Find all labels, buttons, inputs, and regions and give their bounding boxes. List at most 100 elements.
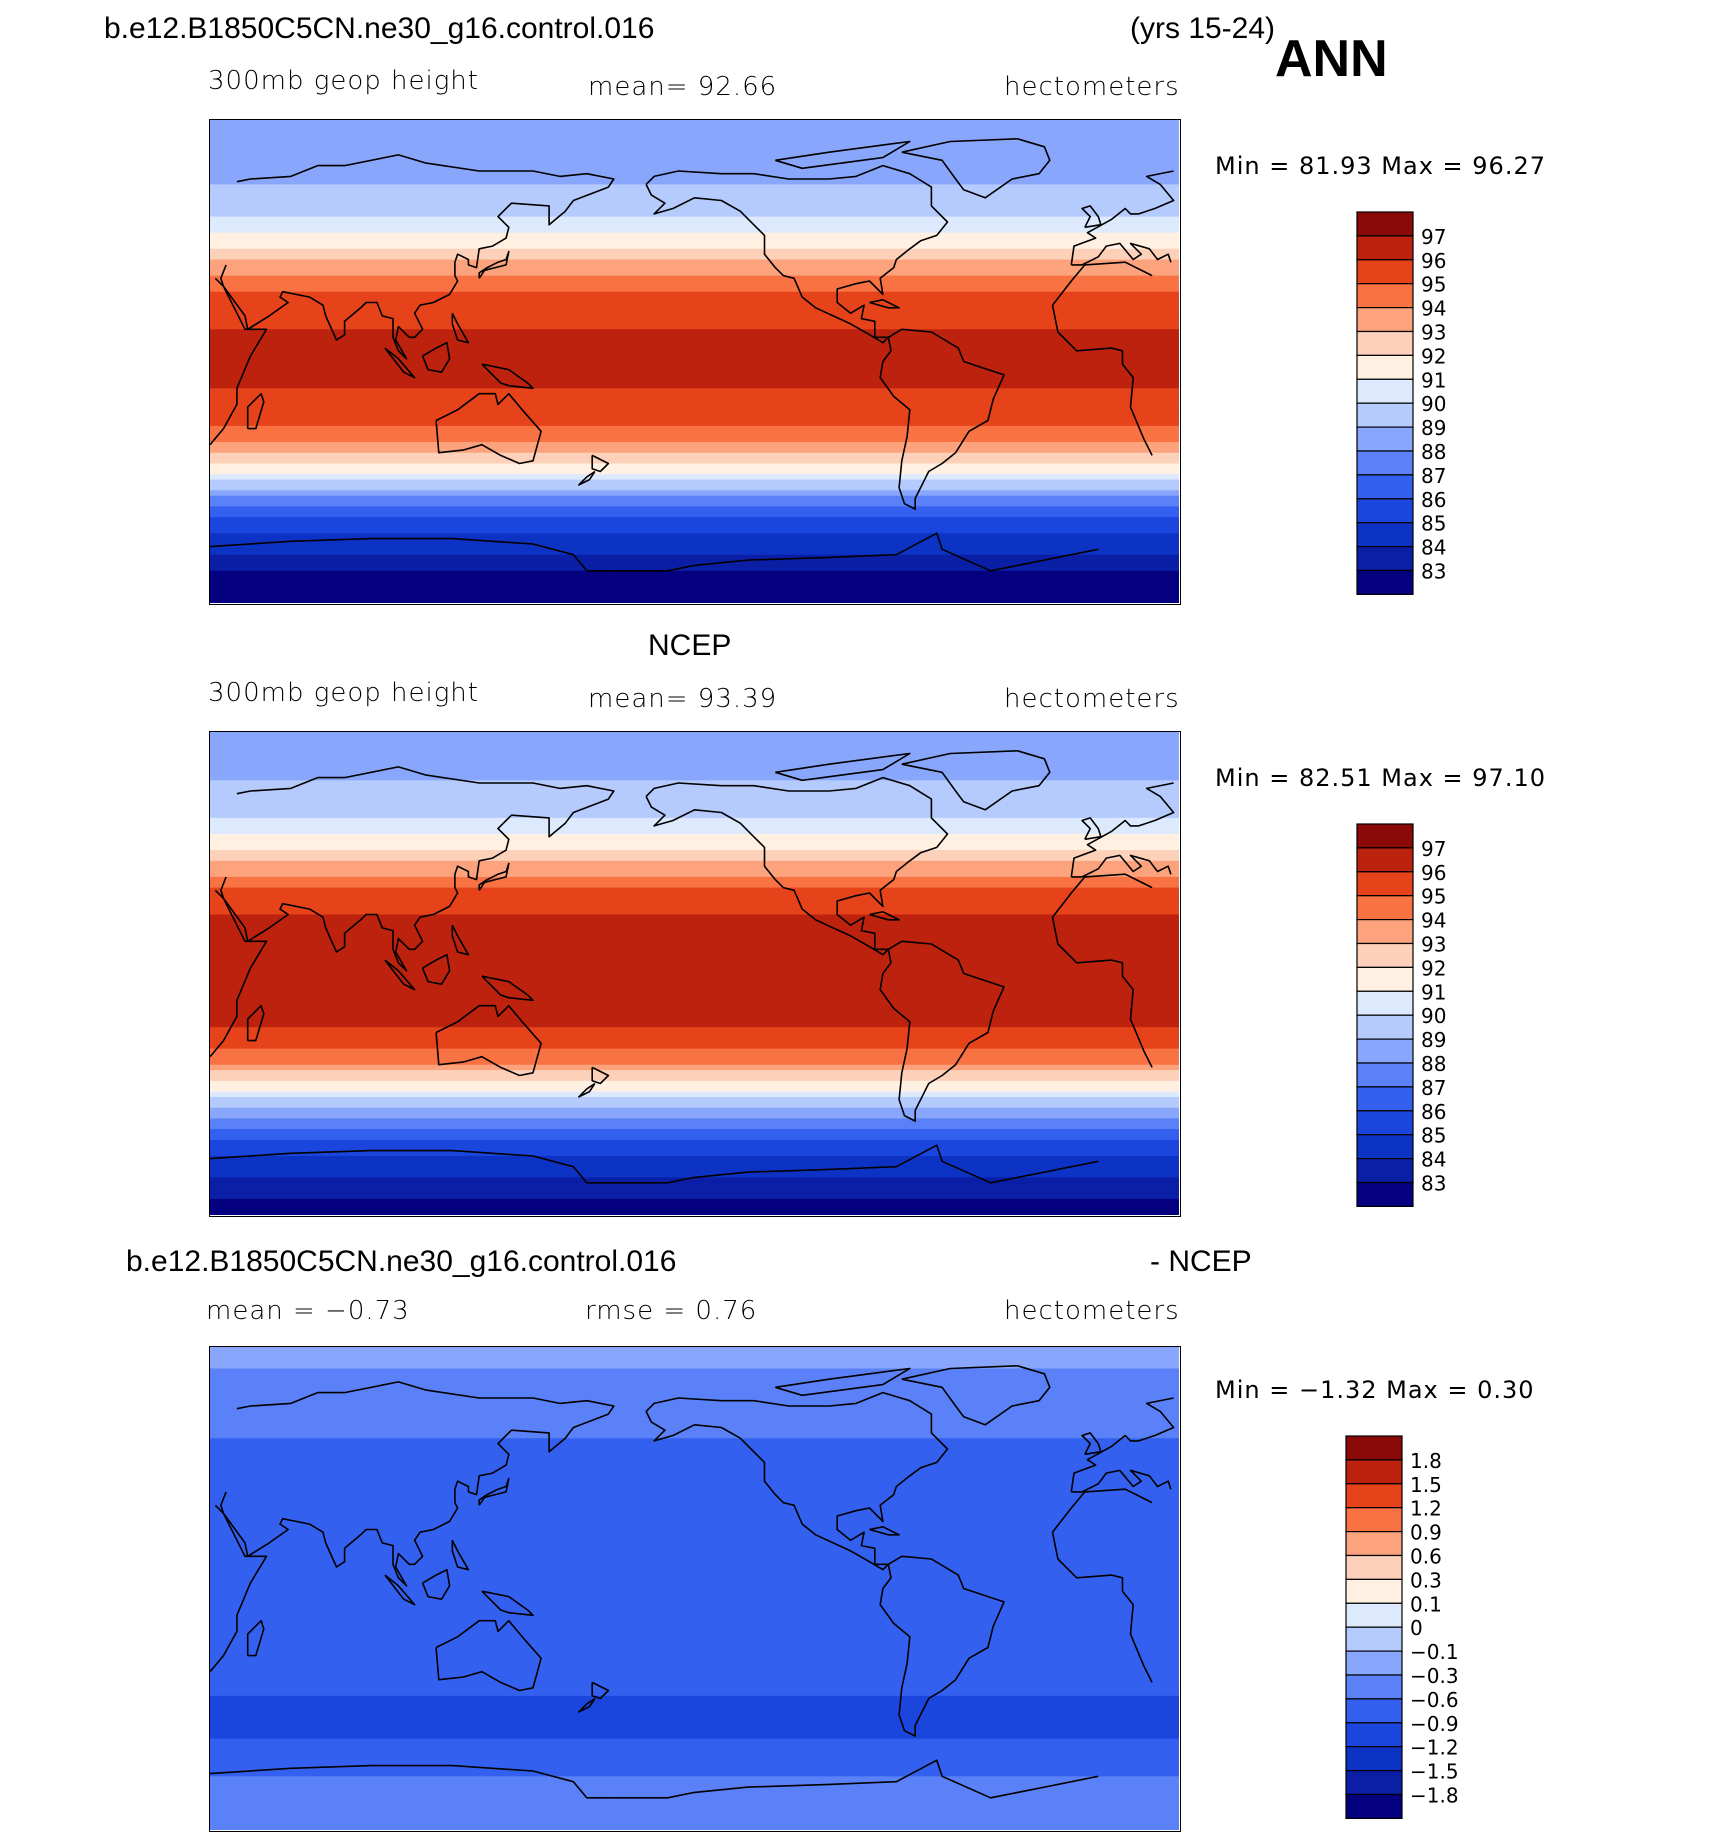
map3-band-82 [210, 1787, 1179, 1794]
map2-band-84 [210, 1182, 1179, 1189]
colorbar1-label-2: 85 [1421, 512, 1446, 536]
map3-band-60 [210, 1669, 1179, 1675]
map3-band-77 [210, 1760, 1179, 1767]
map1-band-75 [210, 522, 1179, 529]
map3-band-57 [210, 1652, 1179, 1659]
map1-band-85 [210, 576, 1179, 583]
colorbar2-box-14 [1356, 847, 1414, 873]
map3-coastline-0-2 [1051, 1532, 1153, 1683]
map1-band-66 [210, 474, 1179, 481]
map1-band-51 [210, 393, 1179, 400]
map3-band-87 [210, 1813, 1179, 1820]
colorbar2-box-11 [1356, 918, 1414, 945]
colorbar2-box-15 [1356, 823, 1414, 849]
map2-band-20 [210, 839, 1179, 846]
map2-band-71 [210, 1113, 1179, 1119]
map3-band-17 [210, 1438, 1179, 1445]
map1-coastline-0-2 [1051, 305, 1153, 456]
panel2-title: NCEP [648, 629, 732, 662]
map2-band-51 [210, 1005, 1179, 1012]
map3-band-24 [210, 1475, 1179, 1482]
panel1-map [209, 119, 1181, 605]
map2-band-52 [210, 1011, 1179, 1018]
map3-band-65 [210, 1695, 1179, 1702]
season-label: ANN [1275, 30, 1388, 88]
map1-band-24 [210, 248, 1179, 255]
colorbar3-box-7 [1345, 1626, 1403, 1652]
map1-band-72 [210, 506, 1179, 513]
colorbar2-box-0 [1356, 1181, 1414, 1207]
colorbar1-label-7: 90 [1421, 392, 1446, 416]
map3-band-71 [210, 1728, 1179, 1734]
colorbar3-box-4 [1345, 1698, 1403, 1724]
map1-band-61 [210, 447, 1179, 454]
map3-band-22 [210, 1465, 1179, 1472]
map3-band-80 [210, 1776, 1179, 1783]
map1-band-63 [210, 458, 1179, 465]
map3-band-89 [210, 1824, 1179, 1830]
map3-coastline-0-0 [1051, 1488, 1153, 1533]
colorbar3-box-3 [1345, 1722, 1403, 1748]
colorbar3-box-11 [1345, 1530, 1403, 1557]
map2-coastline-12-0 [591, 1066, 610, 1085]
colorbar2-label-12: 95 [1421, 885, 1446, 909]
map1-coastline-15-0 [869, 299, 900, 309]
map1-band-25 [210, 254, 1179, 261]
colorbar1-label-0: 83 [1421, 560, 1446, 584]
map2-coastline-1-1 [220, 766, 615, 972]
map3-band-47 [210, 1599, 1179, 1606]
colorbar3-box-6 [1345, 1650, 1403, 1676]
map2-band-76 [210, 1139, 1179, 1146]
map2-band-38 [210, 935, 1179, 942]
map3-band-26 [210, 1486, 1179, 1493]
colorbar3-box-12 [1345, 1507, 1403, 1533]
map1-band-47 [210, 372, 1179, 379]
colorbar2-label-13: 96 [1421, 861, 1446, 885]
colorbar3-label-3: −0.9 [1410, 1712, 1459, 1736]
map2-band-23 [210, 855, 1179, 862]
map2-band-35 [210, 919, 1179, 926]
panel1-units-label: hectometers [1004, 72, 1180, 102]
map1-coastline-14-0 [1081, 205, 1102, 229]
map3-band-56 [210, 1647, 1179, 1654]
map2-band-15 [210, 812, 1179, 819]
colorbar1-label-14: 97 [1421, 225, 1446, 249]
map1-band-6 [210, 152, 1179, 159]
map2-band-75 [210, 1134, 1179, 1141]
map2-band-73 [210, 1123, 1179, 1130]
colorbar2-box-5 [1356, 1062, 1414, 1088]
map1-band-57 [210, 425, 1179, 432]
map2-band-62 [210, 1064, 1179, 1071]
map3-coastline-17-0 [775, 1367, 911, 1397]
map1-band-11 [210, 179, 1179, 185]
map3-band-64 [210, 1690, 1179, 1697]
map2-coastline-13-0 [577, 1082, 596, 1098]
map1-band-67 [210, 479, 1179, 486]
map1-band-77 [210, 533, 1179, 540]
colorbar2-box-10 [1356, 942, 1414, 968]
map2-band-61 [210, 1059, 1179, 1066]
map2-coastline-10-0 [384, 959, 416, 991]
map2-band-31 [210, 898, 1179, 905]
colorbar3-label-0: −1.8 [1410, 1784, 1459, 1808]
colorbar3-label-10: 0.6 [1410, 1545, 1442, 1569]
panel1-minmax: Min = 81.93 Max = 96.27 [1215, 152, 1546, 180]
colorbar1-box-7 [1356, 402, 1414, 428]
colorbar2-label-8: 91 [1421, 980, 1446, 1004]
map1-band-87 [210, 586, 1179, 593]
map2-band-41 [210, 952, 1179, 958]
map3-band-68 [210, 1711, 1179, 1718]
map3-band-12 [210, 1411, 1179, 1418]
map2-band-77 [210, 1145, 1179, 1152]
colorbar3-box-5 [1345, 1674, 1403, 1700]
map3-band-3 [210, 1363, 1179, 1370]
map3-band-55 [210, 1642, 1179, 1649]
map3-band-29 [210, 1502, 1179, 1509]
map2-band-42 [210, 957, 1179, 964]
map2-band-88 [210, 1204, 1179, 1211]
map3-band-1 [210, 1352, 1179, 1359]
map1-band-18 [210, 216, 1179, 223]
map2-band-11 [210, 791, 1179, 797]
colorbar1-box-10 [1356, 330, 1414, 356]
map1-coastline-6-1 [210, 537, 614, 572]
